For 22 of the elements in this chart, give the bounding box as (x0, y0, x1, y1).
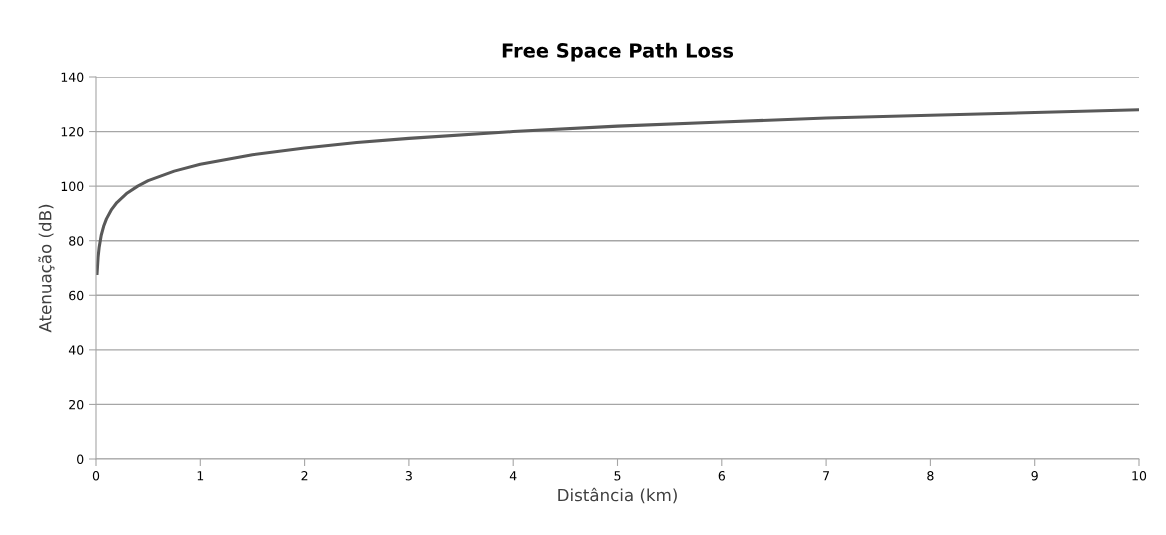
x-tick-label: 6 (718, 471, 725, 481)
y-tick-label: 40 (68, 345, 84, 355)
y-tick-label: 0 (77, 454, 84, 464)
x-tick-label: 2 (301, 471, 308, 481)
y-tick-label: 140 (61, 72, 84, 82)
x-tick-label: 8 (927, 471, 934, 481)
x-tick-label: 1 (197, 471, 204, 481)
x-tick-label: 4 (509, 471, 517, 481)
x-tick-label: 5 (614, 471, 621, 481)
x-axis-title: Distância (km) (558, 487, 677, 504)
y-tick-label: 20 (69, 399, 84, 410)
y-axis-title: Atenuação (dB) (38, 204, 55, 333)
y-tick-label: 80 (69, 236, 84, 246)
x-tick-label: 0 (92, 471, 100, 481)
x-tick-label: 10 (1132, 471, 1147, 481)
y-tick-label: 100 (61, 181, 84, 192)
x-tick-label: 9 (1031, 471, 1038, 481)
x-tick-label: 7 (823, 471, 830, 481)
y-tick-label: 60 (69, 290, 84, 301)
y-tick-label: 120 (61, 127, 84, 137)
x-tick-label: 3 (405, 471, 412, 481)
chart-title: Free Space Path Loss (502, 42, 734, 62)
